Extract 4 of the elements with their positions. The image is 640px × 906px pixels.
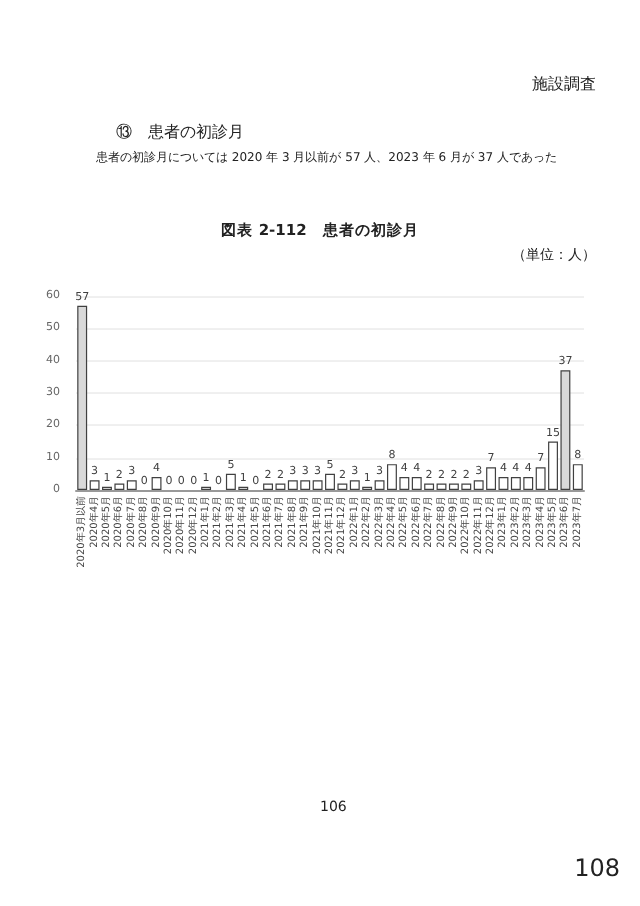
- bar: [151, 477, 162, 490]
- text: 108: [574, 854, 620, 882]
- text: 施設調査: [532, 75, 596, 93]
- text: ⑬ 患者の初診月: [116, 123, 244, 141]
